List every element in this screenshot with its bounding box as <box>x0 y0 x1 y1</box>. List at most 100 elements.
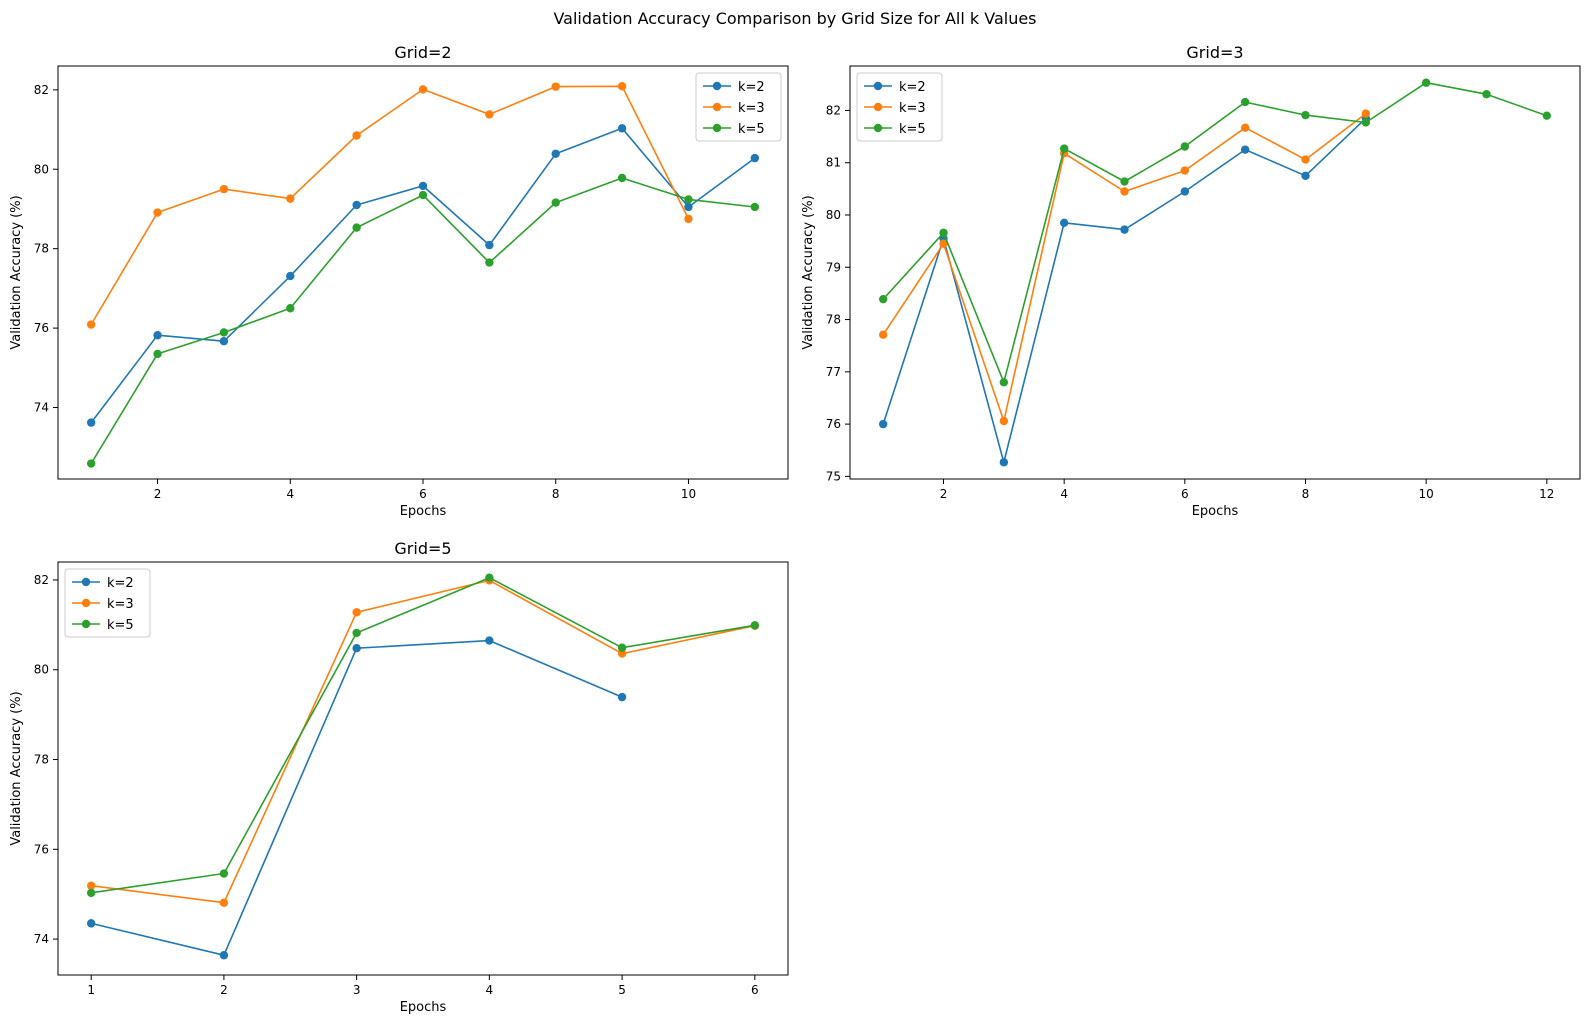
series-k=5 <box>878 78 1552 387</box>
x-tick-label: 4 <box>486 983 494 997</box>
data-point <box>1542 111 1552 120</box>
data-point <box>219 951 229 960</box>
data-point <box>352 200 361 210</box>
legend-marker <box>81 598 91 608</box>
y-axis-label: Validation Accuracy (%) <box>9 195 24 349</box>
legend-entry: k=5 <box>864 122 926 137</box>
x-tick-label: 2 <box>940 487 948 501</box>
legend-marker <box>712 81 722 91</box>
data-point <box>684 202 693 212</box>
legend-entry: k=2 <box>864 80 926 95</box>
x-tick-label: 2 <box>154 487 162 501</box>
x-tick-label: 4 <box>286 487 294 501</box>
legend-marker <box>873 123 883 133</box>
data-point <box>1120 225 1129 234</box>
data-point <box>418 85 428 94</box>
plot-frame <box>849 65 1581 480</box>
y-tick-label: 82 <box>34 573 49 587</box>
data-point <box>153 331 162 340</box>
data-point <box>617 173 627 183</box>
data-point <box>1301 171 1310 180</box>
legend-marker <box>81 619 91 629</box>
x-tick-label: 12 <box>1539 487 1554 501</box>
data-point <box>485 636 494 645</box>
series-k=5 <box>86 173 760 468</box>
data-point <box>219 184 229 194</box>
data-point <box>86 919 96 928</box>
y-tick-label: 76 <box>34 842 49 856</box>
legend-label: k=5 <box>107 618 134 633</box>
data-point <box>153 208 162 217</box>
x-tick-label: 5 <box>618 983 626 997</box>
y-tick-label: 74 <box>34 401 49 415</box>
data-point <box>1361 118 1371 127</box>
data-point <box>617 692 627 702</box>
y-tick-label: 77 <box>826 365 841 379</box>
legend-label: k=3 <box>899 101 926 116</box>
plot-frame <box>57 65 789 480</box>
x-tick-label: 4 <box>1060 487 1068 501</box>
x-tick-label: 6 <box>1181 487 1189 501</box>
plot-frame <box>57 561 789 976</box>
data-point <box>286 304 295 313</box>
legend-entry: k=3 <box>703 101 765 116</box>
data-point <box>878 419 888 429</box>
data-point <box>939 239 948 248</box>
data-point <box>1120 177 1129 186</box>
legend-marker <box>81 577 91 587</box>
data-point <box>418 190 428 200</box>
data-point <box>485 110 494 119</box>
data-point <box>750 153 760 163</box>
y-tick-label: 82 <box>826 103 841 117</box>
data-point <box>485 573 494 582</box>
series-k=2 <box>86 636 627 960</box>
data-point <box>352 643 361 653</box>
data-point <box>878 294 888 304</box>
data-point <box>86 320 96 329</box>
y-tick-label: 79 <box>826 260 841 274</box>
legend-marker <box>873 102 883 112</box>
data-point <box>684 195 693 204</box>
legend-label: k=2 <box>107 576 134 591</box>
data-point <box>153 349 162 359</box>
data-point <box>1180 142 1190 151</box>
y-tick-label: 76 <box>34 321 49 335</box>
subplot-3: Grid=5 1 2 3 4 5 6 74 76 78 80 82 Epochs Validation A… <box>9 539 789 1015</box>
data-point <box>418 181 428 191</box>
data-point <box>1180 166 1190 175</box>
x-tick-label: 1 <box>87 983 95 997</box>
subplot-title: Grid=5 <box>394 539 451 558</box>
data-point <box>286 271 295 281</box>
series-line <box>90 85 690 325</box>
legend-marker <box>712 123 722 133</box>
x-tick-label: 8 <box>552 487 560 501</box>
data-point <box>1482 90 1491 99</box>
y-tick-label: 80 <box>34 663 49 677</box>
data-point <box>551 82 560 91</box>
data-point <box>485 258 494 267</box>
data-point <box>750 202 760 212</box>
data-point <box>485 240 494 250</box>
data-point <box>617 649 627 658</box>
data-point <box>1180 187 1190 196</box>
data-point <box>1301 155 1310 164</box>
y-tick-label: 80 <box>826 208 841 222</box>
data-point <box>86 418 96 427</box>
data-point <box>1059 218 1069 228</box>
legend-label: k=2 <box>738 80 765 95</box>
data-point <box>86 459 96 468</box>
data-point <box>1120 187 1129 196</box>
data-point <box>86 881 96 890</box>
series-line <box>91 576 755 894</box>
data-point <box>1421 78 1431 87</box>
legend-marker <box>712 102 722 112</box>
figure-title: Validation Accuracy Comparison by Grid S… <box>553 9 1036 28</box>
subplot-title: Grid=3 <box>1186 43 1243 62</box>
legend-label: k=2 <box>899 80 926 95</box>
legend-entry: k=5 <box>72 618 134 633</box>
data-point <box>1240 97 1250 107</box>
legend-label: k=5 <box>899 122 926 137</box>
legend-label: k=3 <box>107 597 134 612</box>
data-point <box>352 628 361 638</box>
x-tick-label: 3 <box>353 983 361 997</box>
